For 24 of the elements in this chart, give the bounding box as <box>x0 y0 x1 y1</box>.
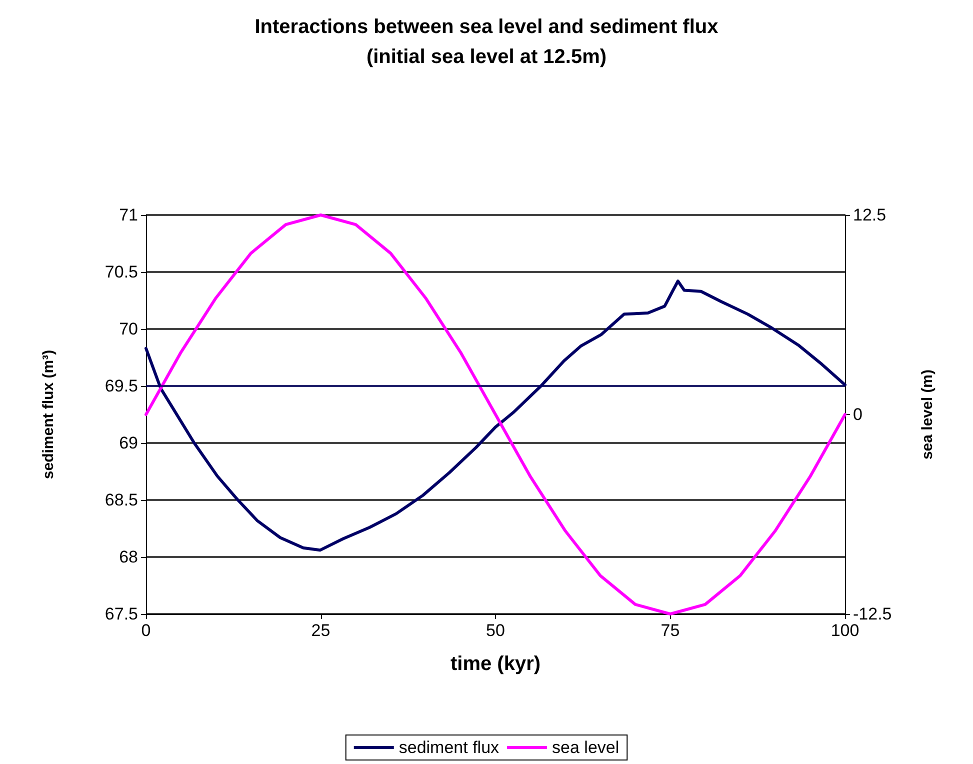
x-tick-label: 50 <box>486 621 505 640</box>
y-tick-label: 68.5 <box>104 490 138 510</box>
legend-label: sea level <box>552 738 620 757</box>
y-tick-label: 69 <box>119 434 138 452</box>
x-tick-label: 25 <box>311 621 330 640</box>
y2-axis-title: sea level (m) <box>919 369 936 460</box>
x-tick-label: 0 <box>141 621 151 640</box>
chart-subtitle: (initial sea level at 12.5m) <box>366 46 607 68</box>
x-tick-label: 75 <box>660 621 680 640</box>
y-axis-title: sediment flux (m³) <box>40 350 57 480</box>
y2-tick-label: 0 <box>853 405 862 424</box>
y2-tick-label: 12.5 <box>853 206 886 224</box>
y-tick-label: 69.5 <box>104 376 138 396</box>
y-tick-label: 70 <box>119 320 138 338</box>
line-series <box>144 214 846 616</box>
y-tick-label: 71 <box>119 206 138 224</box>
legend-label: sediment flux <box>398 738 500 757</box>
y-tick-label: 67.5 <box>104 604 138 624</box>
chart-title: Interactions between sea level and sediment flux <box>254 16 718 38</box>
y-tick-label: 68 <box>119 548 138 566</box>
x-axis-title: time (kyr) <box>450 653 541 675</box>
x-tick-label: 100 <box>830 621 860 640</box>
y2-tick-label: -12.5 <box>853 604 892 624</box>
y-tick-label: 70.5 <box>104 262 138 282</box>
